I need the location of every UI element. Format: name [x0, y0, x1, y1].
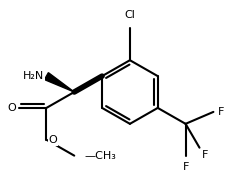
- Text: F: F: [182, 162, 188, 172]
- Polygon shape: [44, 73, 74, 92]
- Text: F: F: [216, 107, 223, 117]
- Text: H₂N: H₂N: [23, 71, 44, 81]
- Text: O: O: [8, 103, 16, 113]
- Text: O: O: [48, 135, 57, 145]
- Text: Cl: Cl: [124, 10, 135, 21]
- Text: —CH₃: —CH₃: [84, 151, 116, 161]
- Text: F: F: [201, 150, 207, 160]
